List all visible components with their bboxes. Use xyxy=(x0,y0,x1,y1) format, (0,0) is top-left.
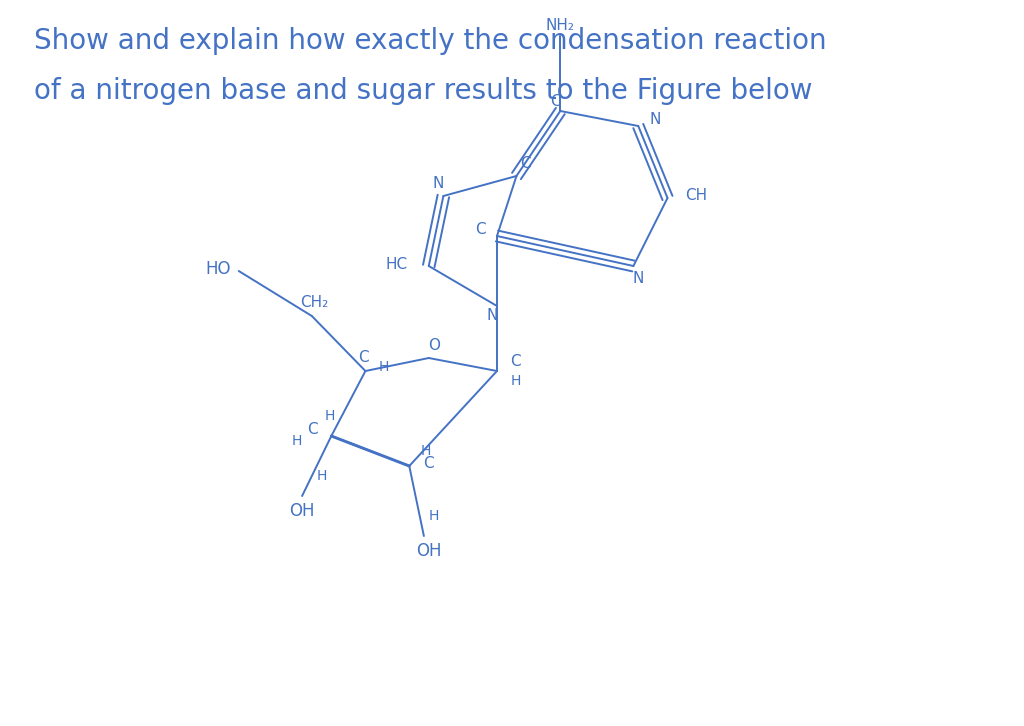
Text: C: C xyxy=(475,222,485,237)
Text: C: C xyxy=(423,457,433,471)
Text: H: H xyxy=(325,409,335,423)
Text: OH: OH xyxy=(290,502,314,520)
Text: N: N xyxy=(633,271,644,285)
Text: NH₂: NH₂ xyxy=(546,18,574,33)
Text: OH: OH xyxy=(416,542,441,560)
Text: O: O xyxy=(428,338,439,353)
Text: N: N xyxy=(650,113,662,128)
Text: H: H xyxy=(511,374,521,388)
Text: H: H xyxy=(428,509,439,523)
Text: N: N xyxy=(433,176,444,192)
Text: C: C xyxy=(307,423,317,438)
Text: C: C xyxy=(358,349,369,364)
Text: C: C xyxy=(511,354,521,369)
Text: of a nitrogen base and sugar results to the Figure below: of a nitrogen base and sugar results to … xyxy=(34,77,813,105)
Text: CH: CH xyxy=(685,189,708,203)
Text: HC: HC xyxy=(385,256,408,272)
Text: C: C xyxy=(550,94,561,108)
Text: H: H xyxy=(316,469,327,483)
Text: Show and explain how exactly the condensation reaction: Show and explain how exactly the condens… xyxy=(34,27,826,55)
Text: HO: HO xyxy=(206,260,231,278)
Text: N: N xyxy=(486,309,498,324)
Text: H: H xyxy=(379,360,389,374)
Text: CH₂: CH₂ xyxy=(300,295,328,309)
Text: H: H xyxy=(421,444,431,458)
Text: C: C xyxy=(520,157,531,171)
Text: H: H xyxy=(292,434,302,448)
